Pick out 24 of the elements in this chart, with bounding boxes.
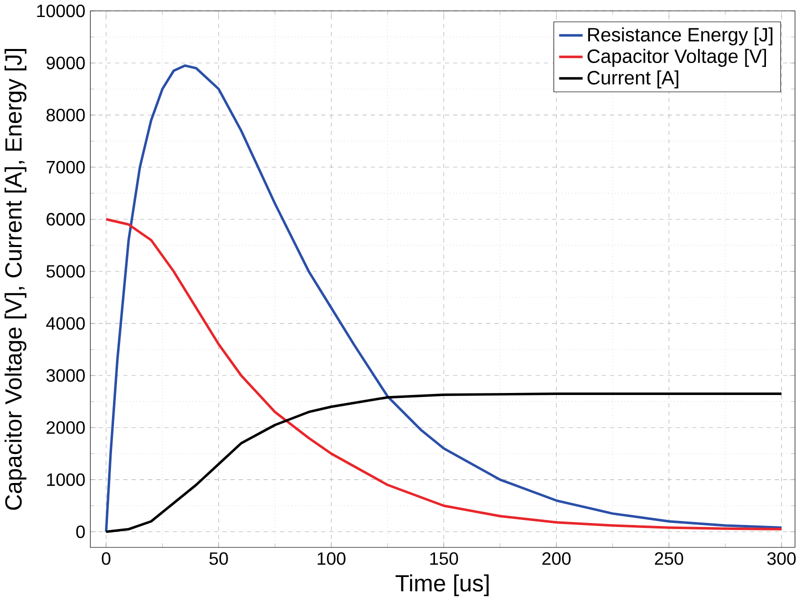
y-tick-label: 3000	[46, 369, 85, 382]
line-series	[104, 218, 783, 531]
y-tick-label: 10000	[37, 4, 85, 18]
x-tick-label: 150	[430, 552, 458, 566]
y-tick-label: 8000	[46, 108, 85, 122]
y-tick-label: 2000	[46, 421, 85, 434]
legend-label: Capacitor Voltage [V]	[588, 49, 766, 67]
y-tick-label: 4000	[46, 317, 85, 330]
y-tick-label: 1000	[47, 473, 85, 486]
y-axis-title: Capacitor Voltage [V], Current [A], Energy [J]	[4, 49, 26, 510]
y-tick-label: 6000	[46, 213, 85, 226]
x-tick-label: 0	[102, 552, 110, 566]
y-tick-label: 9000	[46, 56, 85, 70]
y-tick-label: 7000	[46, 160, 85, 174]
x-tick-label: 200	[542, 552, 571, 566]
x-tick-label: 300	[767, 552, 796, 566]
y-tick-label: 0	[76, 526, 85, 538]
x-tick-label: 50	[209, 552, 228, 566]
x-tick-label: 100	[318, 552, 346, 566]
legend-label: Resistance Energy [J]	[588, 28, 772, 46]
legend-label: Current [A]	[588, 70, 678, 88]
x-tick-label: 250	[654, 552, 684, 566]
x-axis-title: Time [us]	[396, 574, 489, 596]
y-tick-label: 5000	[46, 265, 85, 278]
